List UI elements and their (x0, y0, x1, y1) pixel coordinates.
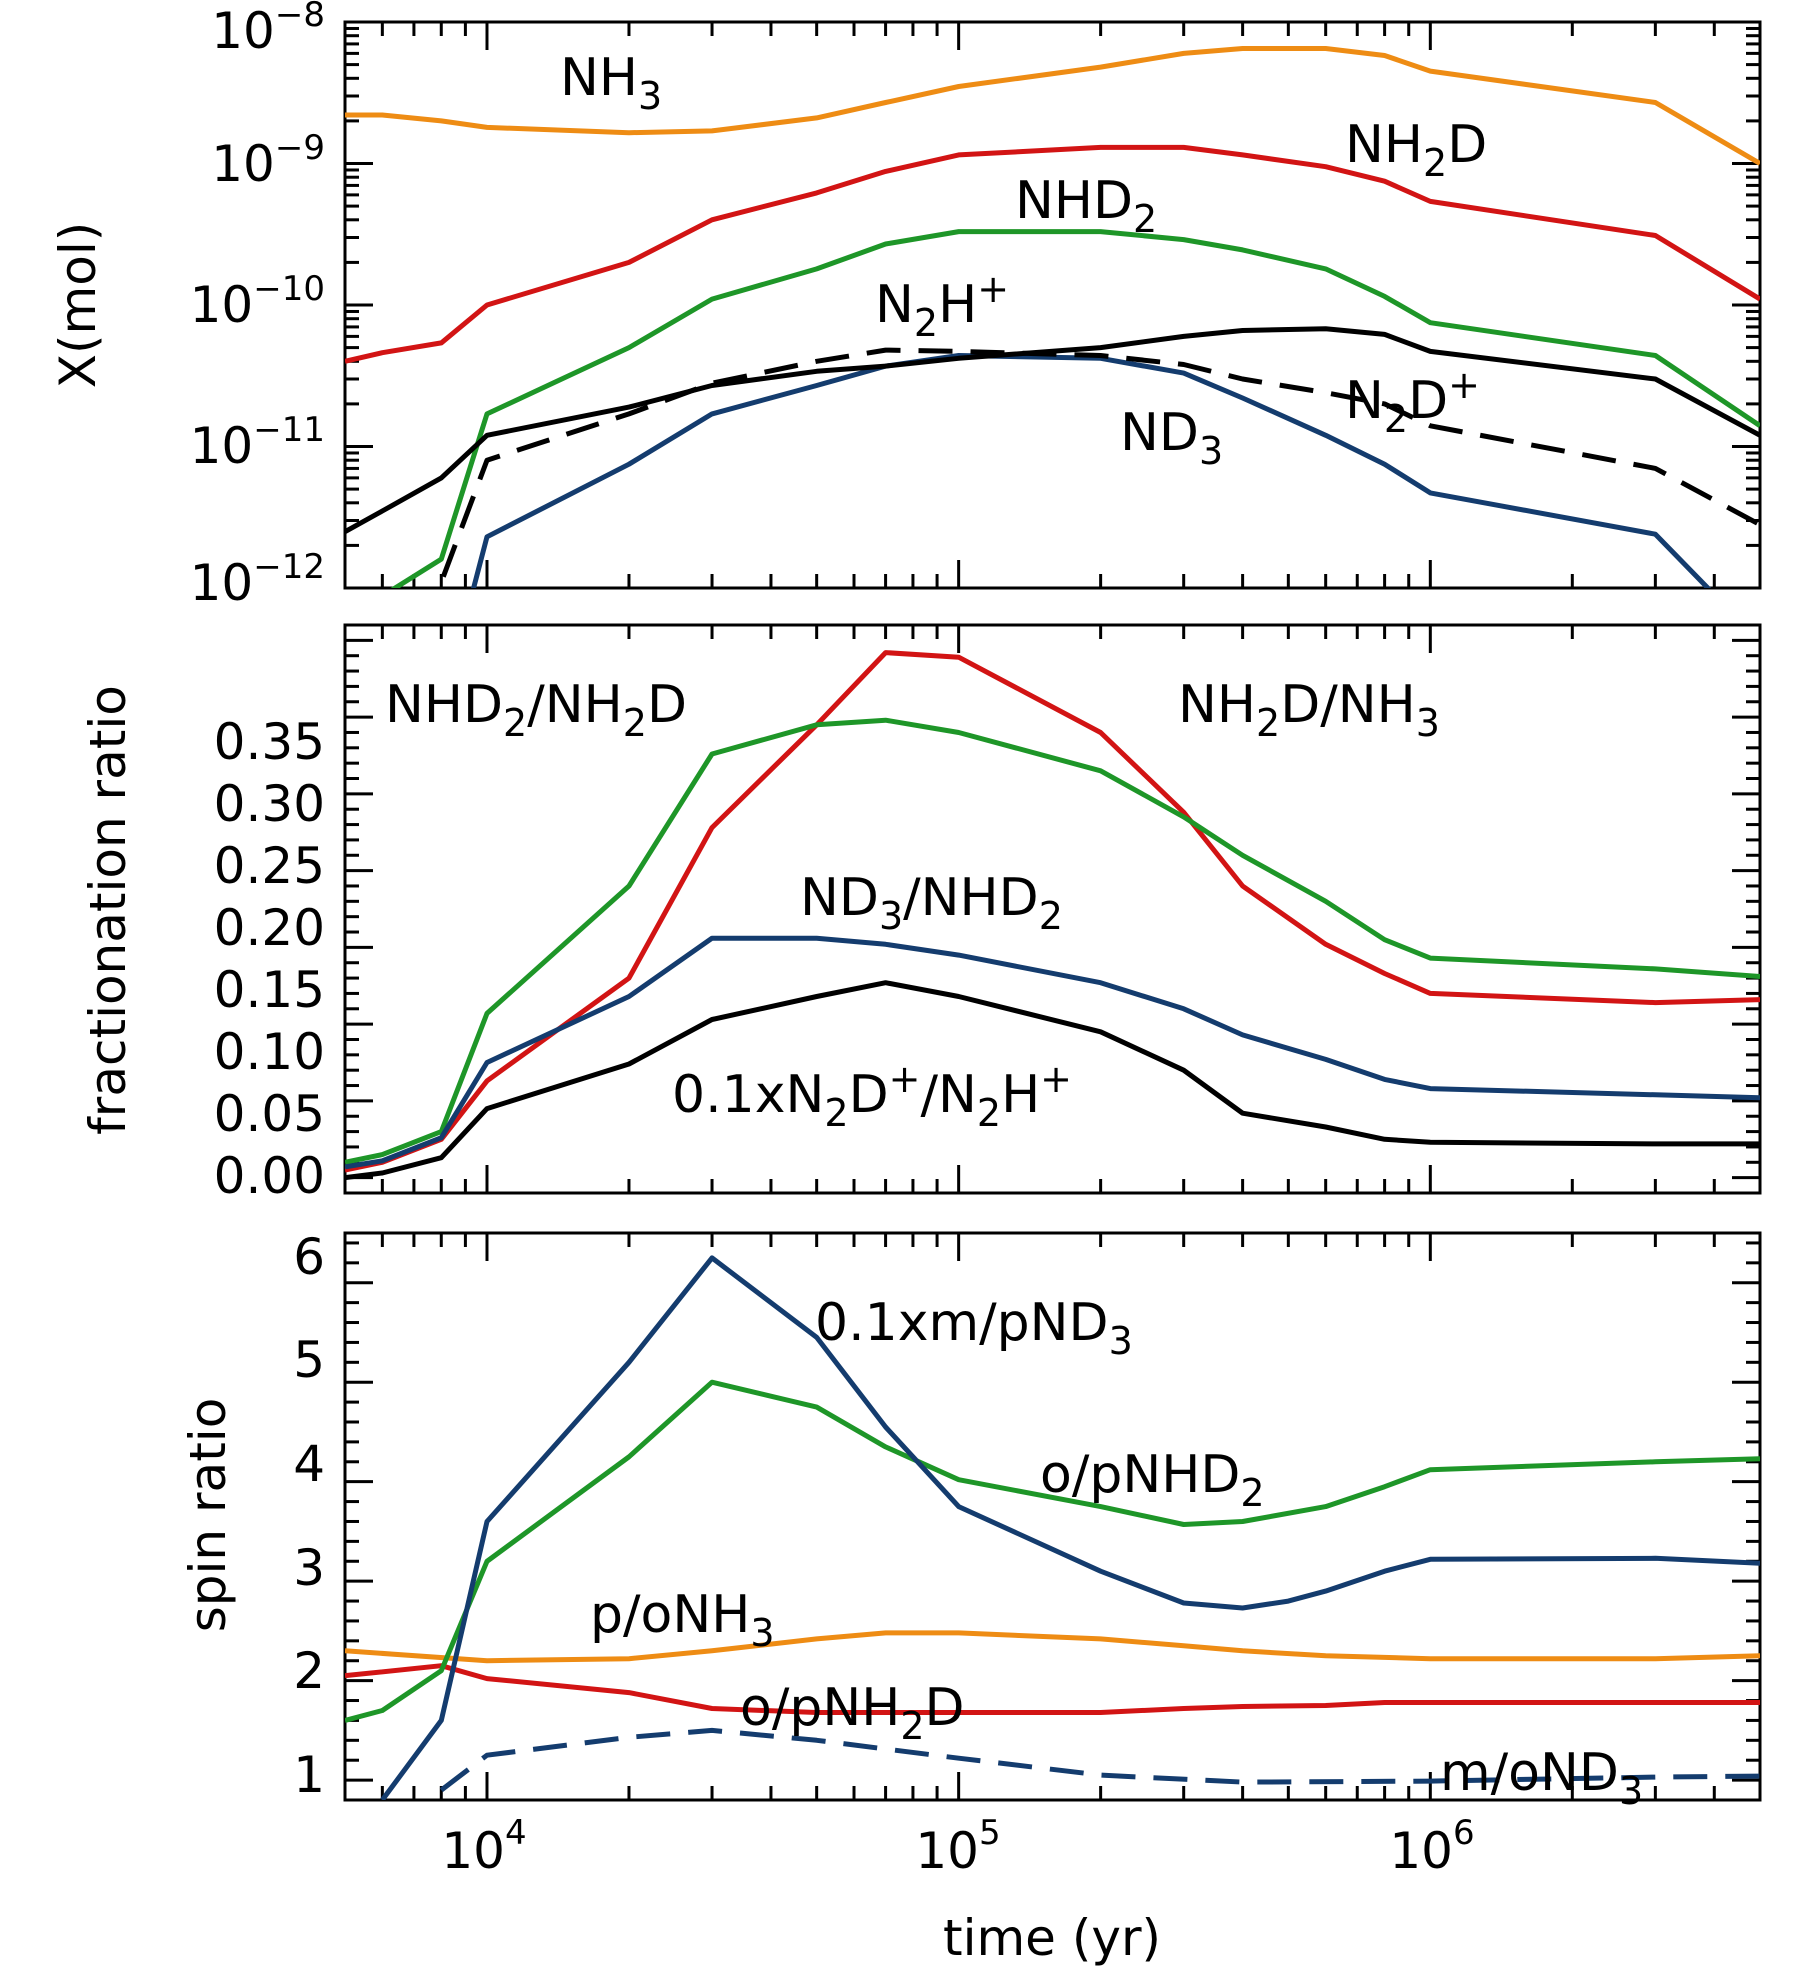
bot-ytick-label: 2 (293, 1642, 325, 1700)
mid-ytick-label: 0.05 (214, 1085, 325, 1143)
top-panel-series (345, 46, 1760, 588)
bottom-panel-frame (343, 1231, 1762, 1802)
label-mp-nd3: 0.1xm/pND3 (815, 1293, 1133, 1363)
top-ytick-label: 10−8 (211, 0, 325, 60)
label-nh3: NH3 (560, 48, 662, 118)
series-line-n2d- (433, 347, 1760, 588)
label-n2h-plus: N2H+ (875, 267, 1009, 345)
label-op-nhd2: o/pNHD2 (1040, 1445, 1265, 1515)
label-n2d-plus: N2D+ (1345, 363, 1480, 441)
top-ytick-label: 10−11 (190, 410, 325, 475)
mid-ytick-label: 0.10 (214, 1023, 325, 1081)
xtick-label: 106 (1389, 1813, 1474, 1880)
top-ytick-label: 10−10 (190, 269, 325, 334)
label-po-nh3: p/oNH3 (590, 1585, 775, 1655)
bot-ytick-label: 1 (293, 1746, 325, 1804)
series-line-nhd2 (390, 229, 1760, 588)
middle-panel-frame (343, 623, 1762, 1195)
top-ytick-label: 10−9 (211, 128, 325, 193)
series-line-nd3-nhd2 (345, 935, 1760, 1170)
label-nd3-nhd2: ND3/NHD2 (800, 868, 1063, 938)
bot-ytick-label: 4 (293, 1435, 325, 1493)
series-line-nh3 (345, 46, 1760, 166)
mid-ytick-label: 0.00 (214, 1147, 325, 1205)
series-line-n2h- (345, 326, 1760, 534)
series-line-nh2d (345, 144, 1760, 364)
bottom-panel-series (345, 1255, 1760, 1800)
label-nh2d: NH2D (1345, 115, 1487, 185)
series-line-0-1xm-pnd3 (380, 1255, 1760, 1800)
label-nhd2: NHD2 (1015, 171, 1157, 241)
xtick-label: 105 (915, 1813, 1000, 1880)
series-line-0-1xn2d-n2h- (345, 980, 1760, 1181)
label-n2d-n2h-ratio: 0.1xN2D+/N2H+ (672, 1057, 1072, 1135)
label-nhd2-nh2d: NHD2/NH2D (385, 675, 687, 745)
bot-ytick-label: 5 (293, 1331, 325, 1389)
series-line-o-pnh2d (345, 1663, 1760, 1715)
xtick-label: 104 (441, 1813, 526, 1880)
middle-panel-series (345, 650, 1760, 1181)
series-line-p-onh3 (345, 1630, 1760, 1664)
mid-ytick-label: 0.30 (214, 775, 325, 833)
label-nh2d-nh3: NH2D/NH3 (1178, 675, 1440, 745)
series-line-nhd2-nh2d (345, 717, 1760, 1165)
bot-ytick-label: 6 (293, 1228, 325, 1286)
mid-ytick-label: 0.20 (214, 899, 325, 957)
bottom-ylabel: spin ratio (179, 1398, 237, 1633)
middle-ylabel: fractionation ratio (79, 685, 137, 1135)
series-line-nh2d-nh3 (345, 650, 1760, 1173)
top-ytick-label: 10−12 (190, 547, 325, 612)
label-mo-nd3: m/oND3 (1440, 1743, 1643, 1813)
series-line-m-ond3 (439, 1727, 1760, 1793)
mid-ytick-label: 0.15 (214, 961, 325, 1019)
label-op-nh2d: o/pNH2D (740, 1678, 965, 1748)
xlabel: time (yr) (943, 1909, 1161, 1967)
series-line-nd3 (471, 353, 1712, 588)
top-ylabel: X(mol) (49, 222, 107, 388)
label-nd3: ND3 (1120, 403, 1223, 473)
mid-ytick-label: 0.25 (214, 837, 325, 895)
bot-ytick-label: 3 (293, 1539, 325, 1597)
mid-ytick-label: 0.35 (214, 713, 325, 771)
